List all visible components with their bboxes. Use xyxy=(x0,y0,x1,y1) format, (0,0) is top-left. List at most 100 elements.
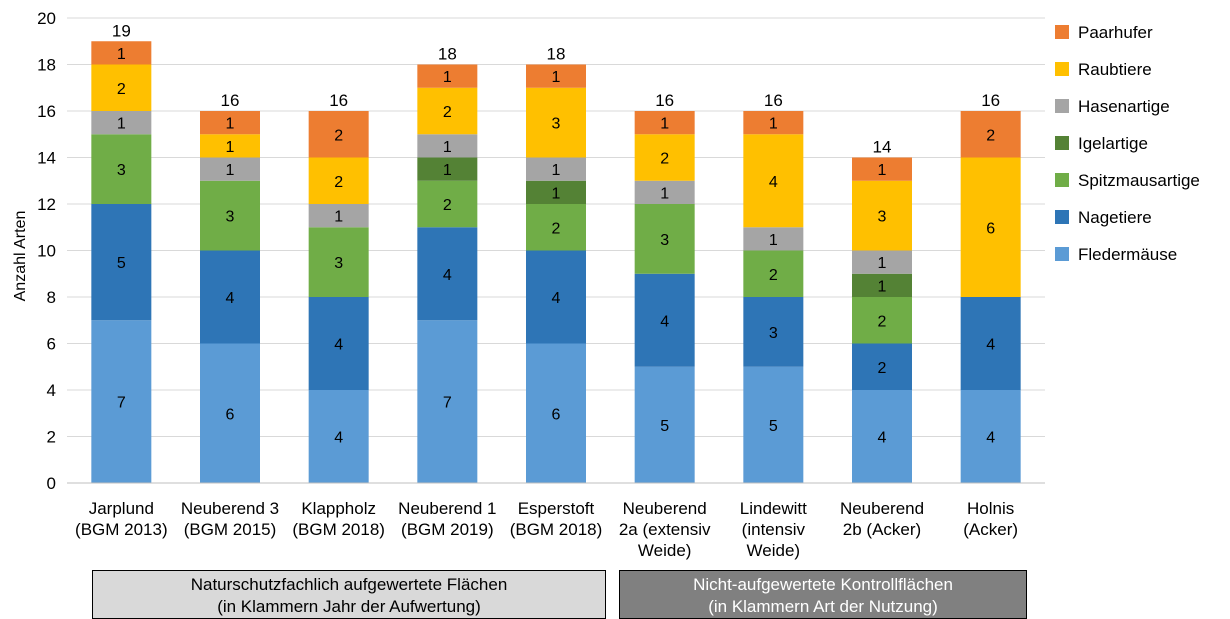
bar-segment xyxy=(634,204,695,274)
x-category-label: Neuberend 3 (BGM 2015) xyxy=(181,499,279,539)
bar-total-label: 18 xyxy=(547,45,566,64)
bar-segment-label: 3 xyxy=(117,162,126,179)
bar-segment xyxy=(526,250,586,344)
x-category-label-line: (BGM 2018) xyxy=(292,520,385,539)
legend-entry: Spitzmausartige xyxy=(1078,171,1200,190)
bar-segment-label: 7 xyxy=(117,395,126,412)
bar-segment-label: 1 xyxy=(552,69,561,86)
bar-segment xyxy=(308,390,369,483)
bar-segment-label: 3 xyxy=(334,255,343,272)
bar-segment-label: 4 xyxy=(986,337,995,354)
legend-swatch xyxy=(1055,173,1069,187)
bar-segment xyxy=(417,320,478,483)
bar-segment xyxy=(200,134,260,158)
legend-entry: Fledermäuse xyxy=(1078,245,1177,264)
bar-segment-label: 1 xyxy=(226,116,235,133)
bar-total-label: 16 xyxy=(655,91,674,110)
bar-segment-label: 4 xyxy=(334,430,343,447)
bar-segment-label: 3 xyxy=(226,209,235,226)
x-category-label-line: Neuberend xyxy=(840,499,924,518)
y-tick-label: 18 xyxy=(37,56,56,75)
x-category-label-line: Weide) xyxy=(747,541,801,560)
legend-entry: Igelartige xyxy=(1078,134,1148,153)
group-label-control: Nicht-aufgewertete Kontrollflächen (in K… xyxy=(619,570,1027,619)
bar-segment xyxy=(743,297,804,367)
bar-segment-label: 4 xyxy=(334,337,343,354)
x-category-label-line: Neuberend 3 xyxy=(181,499,279,518)
bar-segment xyxy=(308,111,369,158)
bar-segment-label: 4 xyxy=(226,290,235,307)
bar-segment xyxy=(91,64,152,111)
x-category-label: Neuberend 1 (BGM 2019) xyxy=(398,499,496,539)
bar-segment xyxy=(852,180,912,251)
bar-segment xyxy=(634,180,695,204)
bar-segment-label: 4 xyxy=(878,430,887,447)
bar-segment xyxy=(526,157,586,181)
legend-swatch xyxy=(1055,247,1069,261)
bar-segment xyxy=(852,157,912,181)
x-category-label-line: Weide) xyxy=(638,541,692,560)
x-category-label: Jarplund (BGM 2013) xyxy=(75,499,168,539)
bar-segment-label: 1 xyxy=(443,69,452,86)
x-category-label-line: Neuberend xyxy=(623,499,707,518)
bar-total-label: 16 xyxy=(764,91,783,110)
bar-segment-label: 5 xyxy=(769,418,778,435)
legend-entry: Nagetiere xyxy=(1078,208,1152,227)
bar-segment xyxy=(526,64,586,88)
group-label-upgraded-line1: Naturschutzfachlich aufgewertete Flächen xyxy=(190,575,508,594)
bar-segment xyxy=(634,366,695,483)
bar-segment-label: 1 xyxy=(443,162,452,179)
bar-segment-label: 1 xyxy=(878,162,887,179)
x-category-label-line: (BGM 2018) xyxy=(510,520,603,539)
bar-total-label: 19 xyxy=(112,21,131,40)
bar-segment xyxy=(852,343,912,390)
bar-segment-label: 1 xyxy=(878,255,887,272)
bar-segment-label: 4 xyxy=(552,290,561,307)
bar-segment xyxy=(417,157,478,181)
legend-swatch xyxy=(1055,25,1069,39)
y-tick-label: 14 xyxy=(37,149,56,168)
legend: Paarhufer Raubtiere Hasenartige Igelartige S… xyxy=(1055,23,1200,264)
bar-total-label: 16 xyxy=(981,91,1000,110)
bar-segment xyxy=(960,111,1021,158)
x-category-label-line: (Acker) xyxy=(963,520,1018,539)
bar-segment xyxy=(200,250,260,344)
bar-segment xyxy=(91,320,152,483)
bar-segment xyxy=(634,273,695,367)
bar-segment xyxy=(200,157,260,181)
bar-segment xyxy=(526,343,586,483)
bar-segment-label: 6 xyxy=(552,406,561,423)
bar-segment xyxy=(91,41,152,65)
bar-segment-label: 4 xyxy=(986,430,995,447)
bar-segment xyxy=(852,297,912,344)
bar-segment-label: 1 xyxy=(552,185,561,202)
x-category-label-line: Holnis xyxy=(967,499,1014,518)
bar-segment xyxy=(91,111,152,135)
x-category-label-line: 2a (extensiv xyxy=(619,520,711,539)
x-category-label: Klappholz (BGM 2018) xyxy=(292,499,385,539)
bar-total-label: 16 xyxy=(329,91,348,110)
bar-segment xyxy=(960,390,1021,483)
bar-segment xyxy=(308,297,369,390)
bar-segment-label: 2 xyxy=(443,197,452,214)
y-tick-label: 6 xyxy=(47,335,56,354)
bar-segment-label: 1 xyxy=(226,139,235,156)
legend-swatch xyxy=(1055,210,1069,224)
bar-segment-label: 6 xyxy=(986,220,995,237)
y-tick-label: 16 xyxy=(37,102,56,121)
x-category-label: Esperstoft (BGM 2018) xyxy=(510,499,603,539)
bar-segment xyxy=(852,250,912,274)
x-category-label: Neuberend 2a (extensiv Weide) xyxy=(619,499,711,560)
bar-segment xyxy=(91,204,152,321)
bar-segment-label: 4 xyxy=(443,267,452,284)
bar-segment-label: 3 xyxy=(769,325,778,342)
bar-segment-label: 1 xyxy=(117,116,126,133)
y-tick-label: 2 xyxy=(47,428,56,447)
bar-segment xyxy=(308,157,369,204)
bar-segment-label: 1 xyxy=(226,162,235,179)
bar-segment-label: 7 xyxy=(443,395,452,412)
bar-segment xyxy=(634,111,695,135)
bar-segment-label: 1 xyxy=(660,185,669,202)
bar-segment-label: 5 xyxy=(660,418,669,435)
bars: 7531211964311116443122167421121186421131… xyxy=(91,21,1021,483)
